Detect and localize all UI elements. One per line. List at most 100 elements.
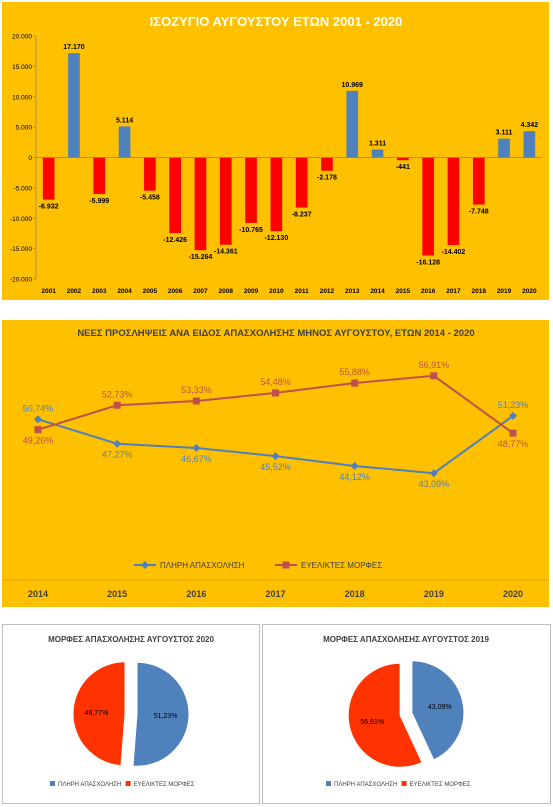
point-label: 53,33%	[181, 385, 212, 395]
point-label: 55,88%	[339, 367, 370, 377]
bar-2011	[295, 157, 308, 208]
legend-swatch	[125, 781, 131, 786]
x-tick-label: 2017	[446, 288, 461, 295]
bar-2008	[219, 157, 232, 245]
point-label: 49,26%	[23, 436, 54, 446]
legend-label: ΕΥΕΛΙΚΤΕΣ ΜΟΡΦΕΣ	[410, 782, 471, 788]
pie-2020-panel: ΜΟΡΦΕΣ ΑΠΑΣΧΟΛΗΣΗΣ ΑΥΓΟΥΣΤΟΣ 2020 51,23%…	[2, 624, 260, 804]
legend-label-flexible: ΕΥΕΛΙΚΤΕΣ ΜΟΡΦΕΣ	[301, 561, 382, 570]
legend-marker-flexible	[282, 561, 290, 569]
x-tick-label: 2012	[320, 288, 335, 295]
x-tick-label: 2007	[193, 288, 208, 295]
balance-bar-chart-panel: ΙΣΟΖΥΓΙΟ ΑΥΓΟΥΣΤΟΥ ΕΤΩΝ 2001 - 2020 20.0…	[2, 2, 549, 300]
bar-value-label: 4.342	[521, 122, 539, 129]
point-label: 48,77%	[498, 439, 529, 449]
point-label: 51,23%	[498, 400, 529, 410]
point-label: 45,52%	[260, 462, 291, 472]
x-tick-label: 2001	[41, 288, 56, 295]
bar-2017	[447, 157, 460, 245]
x-tick-label: 2011	[295, 288, 309, 295]
pie-slice-flexible	[347, 662, 423, 768]
bar-value-label: 10.969	[342, 82, 364, 89]
bar-value-label: -10.765	[239, 227, 263, 234]
x-tick-label: 2020	[522, 288, 537, 295]
flexible-point	[272, 389, 279, 397]
x-tick-label: 2019	[424, 589, 444, 599]
hires-line-chart: ΝΕΕΣ ΠΡΟΣΛΗΨΕΙΣ ΑΝΑ ΕΙΔΟΣ ΑΠΑΣΧΟΛΗΣΗΣ ΜΗ…	[2, 328, 549, 599]
x-tick-label: 2013	[345, 288, 360, 295]
flexible-point	[192, 397, 200, 405]
bar-2003	[93, 157, 106, 194]
bar-2002	[68, 53, 80, 158]
x-tick-label: 2015	[396, 288, 411, 295]
flexible-point	[509, 429, 517, 437]
bar-2016	[422, 157, 434, 256]
x-tick-label: 2002	[67, 288, 82, 295]
full-point	[350, 461, 359, 470]
full-point	[509, 411, 517, 420]
legend-swatch	[326, 781, 331, 786]
x-tick-label: 2018	[472, 288, 487, 295]
x-tick-label: 2009	[244, 288, 259, 295]
pie-2019-panel: ΜΟΡΦΕΣ ΑΠΑΣΧΟΛΗΣΗΣ ΑΥΓΟΥΣΤΟΣ 2019 43,09%…	[262, 624, 551, 804]
y-tick-label: -5.000	[14, 185, 33, 192]
y-tick-label: -20.000	[10, 277, 32, 284]
point-label: 52,73%	[102, 389, 133, 399]
bar-2001	[42, 157, 55, 200]
flexible-point	[351, 379, 359, 387]
x-tick-label: 2020	[503, 589, 523, 599]
bar-value-label: -7.748	[469, 209, 489, 216]
legend-swatch	[401, 781, 407, 786]
bar-2019	[498, 138, 510, 158]
pie-2020-chart: ΜΟΡΦΕΣ ΑΠΑΣΧΟΛΗΣΗΣ ΑΥΓΟΥΣΤΟΣ 2020 51,23%…	[48, 635, 214, 788]
bar-value-label: -5.999	[89, 198, 109, 205]
pie-2019-title: ΜΟΡΦΕΣ ΑΠΑΣΧΟΛΗΣΗΣ ΑΥΓΟΥΣΤΟΣ 2019	[323, 635, 489, 644]
x-tick-label: 2016	[421, 288, 436, 295]
bar-value-label: -16.128	[416, 259, 440, 266]
x-tick-label: 2018	[345, 589, 365, 599]
x-tick-label: 2014	[370, 288, 385, 295]
bar-value-label: 1.311	[369, 141, 386, 148]
legend-marker-full	[141, 561, 149, 569]
pie-slice-label: 56,91%	[360, 719, 384, 726]
bar-2010	[270, 157, 283, 232]
full-point	[429, 469, 438, 478]
hires-line-chart-panel: ΝΕΕΣ ΠΡΟΣΛΗΨΕΙΣ ΑΝΑ ΕΙΔΟΣ ΑΠΑΣΧΟΛΗΣΗΣ ΜΗ…	[2, 320, 549, 607]
y-tick-label: 5.000	[16, 125, 33, 132]
bar-value-label: -15.264	[189, 254, 213, 261]
x-tick-label: 2019	[497, 288, 512, 295]
x-tick-label: 2015	[107, 589, 127, 599]
pie-2019-chart: ΜΟΡΦΕΣ ΑΠΑΣΧΟΛΗΣΗΣ ΑΥΓΟΥΣΤΟΣ 2019 43,09%…	[323, 635, 489, 788]
bar-2018	[472, 157, 485, 205]
pie-slice-full	[411, 660, 465, 761]
legend-label: ΕΥΕΛΙΚΤΕΣ ΜΟΡΦΕΣ	[134, 782, 195, 788]
y-tick-label: 10.000	[12, 94, 32, 101]
flexible-point	[34, 426, 42, 434]
bar-2009	[245, 157, 257, 223]
x-tick-label: 2008	[219, 288, 234, 295]
point-label: 50,74%	[23, 403, 54, 413]
pie-slice-full	[132, 661, 190, 767]
legend-label-full: ΠΛΗΡΗ ΑΠΑΣΧΟΛΗΣΗ	[160, 561, 245, 570]
bar-2006	[169, 157, 181, 233]
y-tick-label: 15.000	[12, 64, 32, 71]
hires-chart-title: ΝΕΕΣ ΠΡΟΣΛΗΨΕΙΣ ΑΝΑ ΕΙΔΟΣ ΑΠΑΣΧΟΛΗΣΗΣ ΜΗ…	[77, 328, 474, 339]
pie-2020-title: ΜΟΡΦΕΣ ΑΠΑΣΧΟΛΗΣΗΣ ΑΥΓΟΥΣΤΟΣ 2020	[48, 635, 214, 644]
bar-2013	[346, 90, 359, 158]
x-tick-label: 2010	[269, 288, 284, 295]
flexible-point	[113, 401, 121, 409]
point-label: 54,48%	[260, 377, 291, 387]
flexible-point	[430, 372, 438, 380]
legend-label: ΠΛΗΡΗ ΑΠΑΣΧΟΛΗΣΗ	[334, 782, 397, 788]
bar-2015	[397, 157, 409, 161]
balance-bar-chart: ΙΣΟΖΥΓΙΟ ΑΥΓΟΥΣΤΟΥ ΕΤΩΝ 2001 - 2020 20.0…	[10, 14, 542, 295]
bar-2005	[144, 157, 156, 191]
bar-2012	[321, 157, 333, 171]
legend-label: ΠΛΗΡΗ ΑΠΑΣΧΟΛΗΣΗ	[58, 782, 121, 788]
y-tick-label: -10.000	[10, 216, 32, 223]
bar-value-label: -2.178	[317, 175, 337, 182]
y-tick-label: 20.000	[12, 34, 32, 41]
x-tick-label: 2017	[265, 589, 285, 599]
bar-value-label: 5.114	[116, 117, 133, 124]
bar-2004	[118, 126, 131, 158]
